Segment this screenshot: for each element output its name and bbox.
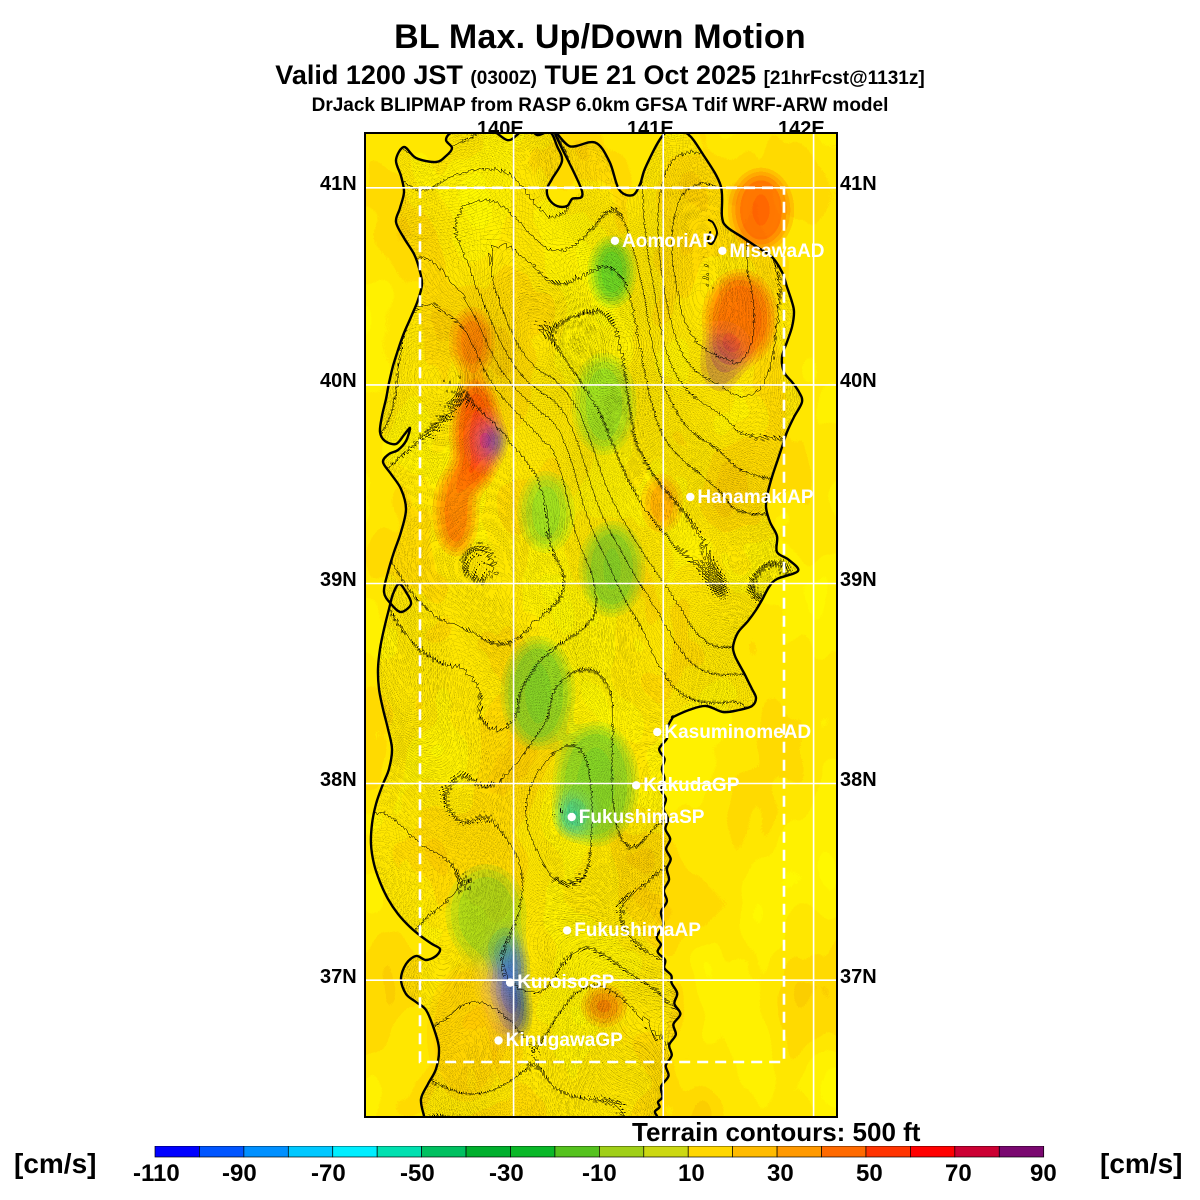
svg-text:KasuminomeAD: KasuminomeAD: [664, 722, 811, 743]
svg-text:FukushimaAP: FukushimaAP: [574, 920, 701, 941]
svg-text:HanamakiAP: HanamakiAP: [697, 487, 813, 508]
svg-text:KakudaGP: KakudaGP: [643, 775, 739, 796]
svg-text:KuroisoSP: KuroisoSP: [517, 972, 614, 993]
svg-text:MisawaAD: MisawaAD: [730, 241, 825, 262]
svg-text:KinugawaGP: KinugawaGP: [506, 1030, 624, 1051]
svg-text:FukushimaSP: FukushimaSP: [579, 807, 705, 828]
svg-text:AomoriAP: AomoriAP: [622, 231, 715, 252]
